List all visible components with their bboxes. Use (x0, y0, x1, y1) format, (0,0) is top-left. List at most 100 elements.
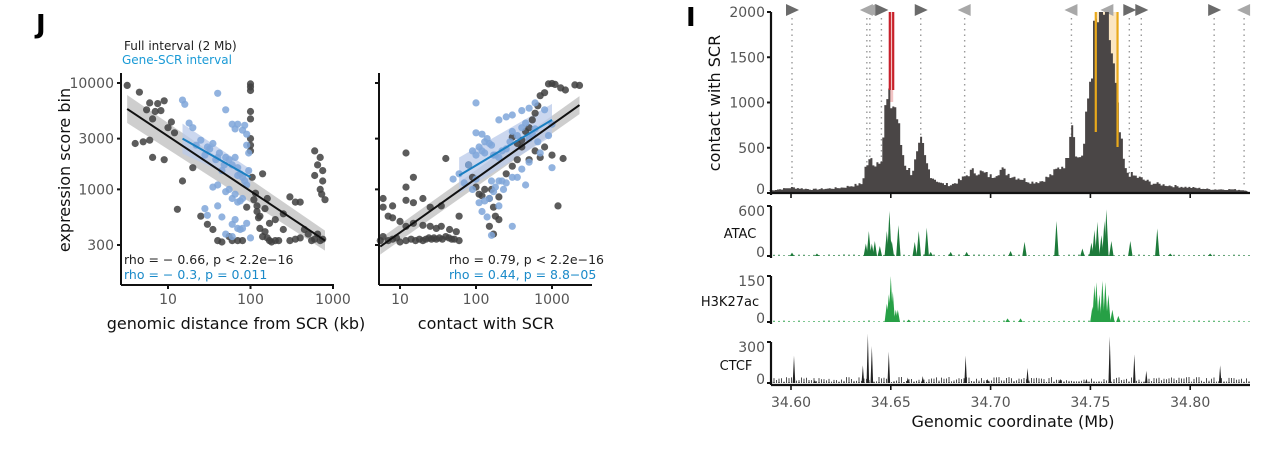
ctcf-peak (861, 365, 865, 383)
gene-arrow-left-icon (1100, 4, 1114, 16)
gene-arrow-left-icon (1064, 4, 1078, 16)
panel-label-j: J (34, 10, 46, 40)
point-gene-scr (243, 141, 251, 149)
point-full-interval (167, 118, 175, 126)
point-full-interval (319, 167, 327, 175)
fit-line-full (126, 108, 326, 242)
ctcf-peak (906, 377, 910, 383)
point-gene-scr (487, 177, 496, 185)
track-y-tick-label: 0 (756, 372, 765, 388)
atac-peak (1095, 221, 1100, 256)
genomic-x-tick-label: 34.70 (971, 395, 1011, 411)
point-full-interval (149, 115, 157, 123)
point-full-interval (561, 86, 570, 94)
point-gene-scr (525, 158, 533, 166)
y-tick-label: 10000 (69, 76, 114, 92)
point-full-interval (389, 214, 397, 222)
point-gene-scr (472, 99, 480, 107)
point-gene-scr (495, 116, 503, 124)
point-full-interval (139, 138, 147, 146)
point-gene-scr (531, 99, 539, 107)
point-gene-scr (225, 185, 233, 193)
ctcf-peak (792, 355, 796, 383)
genomic-x-label: Genomic coordinate (Mb) (912, 412, 1115, 431)
point-full-interval (304, 230, 312, 238)
atac-peak (1092, 230, 1097, 256)
atac-peak (814, 253, 820, 256)
gene-arrow-right-icon (1135, 4, 1149, 16)
genomic-x-tick-label: 34.80 (1170, 395, 1210, 411)
ctcf-peak (986, 378, 989, 383)
atac-peak (948, 251, 953, 256)
point-full-interval (311, 171, 319, 180)
point-full-interval (246, 86, 255, 95)
point-full-interval (246, 115, 255, 123)
point-full-interval (389, 202, 397, 210)
atac-peak (896, 225, 901, 256)
panel-label-i: I (686, 3, 696, 33)
ctcf-peak (921, 376, 925, 383)
point-gene-scr (231, 216, 239, 224)
genomic-x-tick-label: 34.65 (871, 395, 911, 411)
h3k27ac-peak (1116, 315, 1121, 322)
point-full-interval (173, 205, 181, 213)
point-full-interval (379, 194, 387, 203)
track-y-tick-label: 0 (756, 311, 765, 327)
x-tick-label: 10 (159, 292, 177, 308)
point-gene-scr (541, 106, 549, 114)
point-gene-scr (508, 173, 516, 181)
atac-peak (889, 241, 894, 256)
point-gene-scr (491, 183, 499, 191)
point-gene-scr (502, 179, 510, 187)
fit-line-gene (458, 119, 553, 177)
point-full-interval (396, 238, 404, 246)
point-gene-scr (203, 211, 211, 219)
atac-peak (1008, 251, 1013, 256)
point-gene-scr (483, 213, 491, 221)
highlight-regions (889, 12, 1118, 122)
point-gene-scr (534, 138, 542, 146)
point-gene-scr (548, 164, 556, 172)
point-full-interval (559, 154, 567, 163)
point-gene-scr (495, 202, 503, 210)
point-gene-scr (246, 234, 255, 242)
point-full-interval (409, 199, 417, 207)
point-gene-scr (495, 153, 503, 161)
point-full-interval (261, 228, 269, 236)
point-gene-scr (465, 161, 473, 169)
point-full-interval (426, 222, 434, 230)
point-gene-scr (499, 185, 508, 193)
point-gene-scr (231, 190, 239, 198)
point-full-interval (243, 203, 251, 211)
point-full-interval (548, 151, 556, 159)
point-full-interval (402, 149, 410, 157)
distance-x-label: genomic distance from SCR (kb) (107, 314, 365, 333)
point-full-interval (432, 224, 440, 232)
contact-stat-gene: rho = 0.44, p = 8.8−05 (449, 267, 596, 282)
track-y-tick-label: 1000 (729, 96, 765, 112)
atac-peak (1099, 235, 1104, 256)
contact-scatter-plot: 10 100 1000 rho = 0.79, p < 2.2e−16 rho = … (375, 73, 604, 333)
point-full-interval (246, 107, 255, 116)
track-y-tick-label: 300 (738, 340, 765, 356)
h3k27ac-peak (890, 291, 895, 322)
point-full-interval (319, 177, 327, 185)
point-full-interval (513, 156, 521, 164)
atac-peak (877, 246, 883, 256)
atac-peak (866, 231, 872, 256)
genomic-x-tick-label: 34.60 (771, 395, 811, 411)
point-full-interval (452, 228, 460, 236)
legend-gene-scr: Gene-SCR interval (122, 53, 232, 67)
point-full-interval (146, 136, 154, 144)
point-gene-scr (189, 124, 197, 132)
ctcf-track-label: CTCF (720, 359, 753, 374)
point-gene-scr (214, 89, 222, 97)
point-full-interval (151, 107, 159, 116)
point-full-interval (554, 202, 562, 210)
ctcf-peak (1144, 370, 1148, 383)
point-full-interval (154, 100, 162, 108)
ctcf-peak (1218, 365, 1222, 383)
contact-histogram (769, 12, 1250, 193)
point-full-interval (271, 216, 279, 224)
